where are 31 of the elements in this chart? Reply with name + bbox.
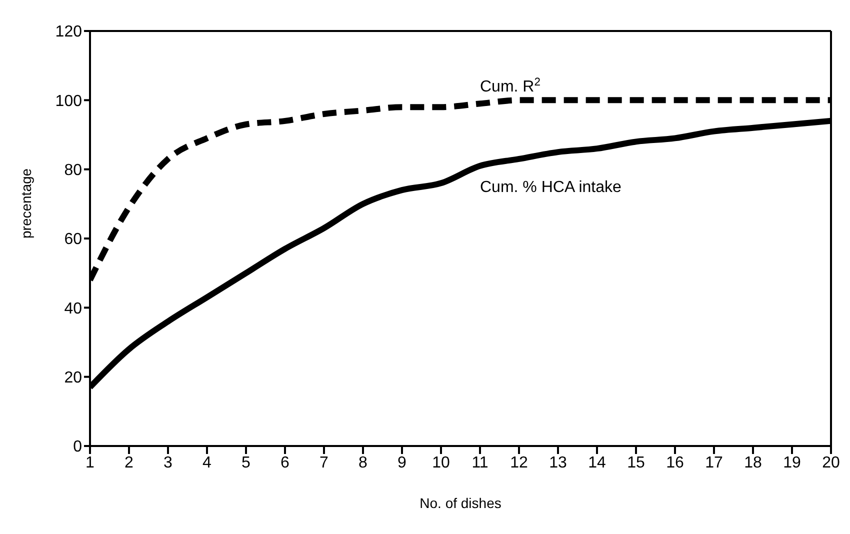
y-axis-title: precentage — [18, 168, 34, 238]
x-tick-label: 10 — [432, 454, 450, 472]
x-tick-label: 9 — [398, 454, 407, 472]
x-tick-label: 11 — [472, 454, 488, 472]
series-label: Cum. R$^{2}$ — [480, 76, 540, 96]
x-tick-label: 1 — [86, 454, 95, 472]
y-tick-label: 0 — [73, 438, 82, 456]
x-tick-label: 6 — [280, 454, 290, 472]
x-tick-label: 18 — [744, 454, 762, 472]
x-tick-label: 15 — [627, 454, 645, 472]
y-tick-label: 100 — [55, 92, 82, 110]
x-tick-label: 14 — [588, 454, 606, 472]
x-tick-label: 2 — [124, 454, 134, 472]
y-tick-label: 60 — [64, 231, 82, 248]
y-tick-label: 120 — [55, 24, 82, 41]
x-tick-label: 8 — [358, 454, 368, 472]
x-tick-label: 17 — [705, 454, 723, 472]
y-tick-label: 20 — [64, 370, 82, 387]
x-tick-label: 19 — [783, 454, 801, 472]
y-tick-label: 40 — [64, 300, 82, 318]
x-tick-label: 3 — [164, 454, 173, 472]
x-tick-label: 5 — [242, 454, 251, 472]
x-tick-label: 4 — [202, 454, 212, 472]
series-label: Cum. % HCA intake — [480, 178, 622, 196]
x-tick-label: 7 — [320, 454, 329, 472]
x-axis-title: No. of dishes — [420, 495, 502, 511]
x-tick-label: 20 — [822, 454, 840, 472]
y-tick-label: 80 — [64, 162, 82, 180]
x-tick-label: 12 — [510, 454, 528, 472]
x-tick-label: 16 — [666, 454, 684, 472]
x-tick-label: 13 — [549, 454, 567, 472]
